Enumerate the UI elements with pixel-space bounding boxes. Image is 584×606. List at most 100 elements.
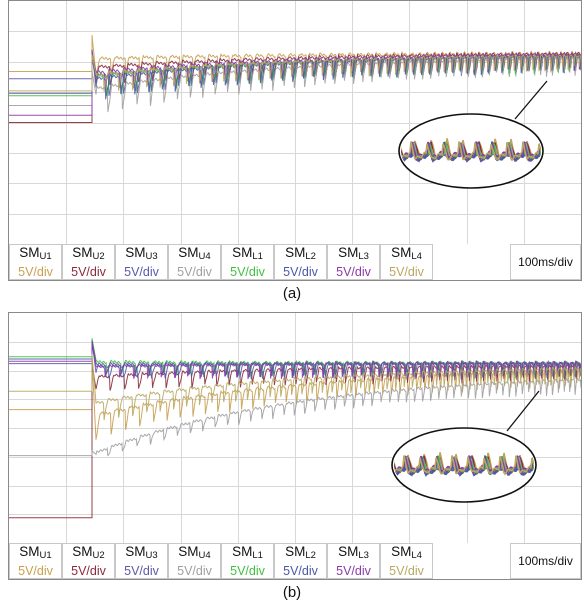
channel-name-subscript: L4 [411, 250, 422, 262]
figure-caption-b: (b) [282, 584, 302, 601]
channel-name-main: SM [19, 244, 40, 260]
channel-name: SMU1 [19, 544, 51, 564]
zoom-trace [401, 141, 541, 162]
legend-cell: SMU3 5V/div [115, 244, 168, 280]
channel-name-subscript: U3 [145, 250, 158, 262]
channel-name: SML3 [338, 544, 369, 564]
channel-name-subscript: L2 [305, 250, 316, 262]
channel-name-main: SM [338, 543, 359, 559]
channel-name: SMU2 [72, 544, 104, 564]
zoom-pointer-line [506, 390, 540, 432]
channel-scale: 5V/div [124, 264, 159, 279]
channel-name-main: SM [72, 543, 93, 559]
channel-name-subscript: U2 [92, 250, 105, 262]
legend-cell: SML3 5V/div [327, 543, 380, 579]
legend-cell: SMU2 5V/div [62, 543, 115, 579]
channel-scale: 5V/div [283, 264, 318, 279]
grid-b [9, 313, 581, 543]
zoom-trace [394, 455, 534, 476]
channel-name-subscript: L4 [411, 549, 422, 561]
channel-scale: 5V/div [230, 264, 265, 279]
timebase-label-a: 100ms/div [510, 244, 581, 280]
channel-name-subscript: U4 [198, 549, 211, 561]
trace-sm-l3 [9, 51, 581, 116]
channel-name-subscript: L2 [305, 549, 316, 561]
channel-name-main: SM [19, 543, 40, 559]
zoom-ellipse [391, 427, 537, 503]
legend-cell: SMU1 5V/div [9, 244, 62, 280]
legend-cell: SMU4 5V/div [168, 543, 221, 579]
channel-name-main: SM [391, 543, 412, 559]
channel-name-subscript: U1 [39, 549, 52, 561]
channel-name-subscript: L1 [252, 549, 263, 561]
trace-sm-l1 [9, 338, 581, 379]
channel-legend-b: SMU1 5V/div SMU2 5V/div SMU3 5V/div SMU4 5V/div… [9, 543, 433, 579]
channel-name: SML1 [232, 544, 263, 564]
channel-scale: 5V/div [71, 264, 106, 279]
timebase-label-b: 100ms/div [510, 543, 581, 579]
waveform-plot-b [9, 313, 581, 543]
channel-name: SMU4 [178, 544, 210, 564]
channel-name: SML4 [391, 544, 422, 564]
channel-name: SMU3 [125, 544, 157, 564]
channel-name-subscript: L3 [358, 250, 369, 262]
channel-scale: 5V/div [336, 563, 371, 578]
legend-cell: SML2 5V/div [274, 543, 327, 579]
channel-legend-a: SMU1 5V/div SMU2 5V/div SMU3 5V/div SMU4 5V/div… [9, 244, 433, 280]
legend-cell: SMU3 5V/div [115, 543, 168, 579]
channel-scale: 5V/div [336, 264, 371, 279]
channel-name: SMU3 [125, 245, 157, 265]
channel-name-main: SM [178, 244, 199, 260]
channel-name-main: SM [285, 244, 306, 260]
channel-name-subscript: L3 [358, 549, 369, 561]
oscilloscope-panel-a: SMU1 5V/div SMU2 5V/div SMU3 5V/div SMU4 5V/div… [8, 0, 582, 281]
channel-scale: 5V/div [389, 563, 424, 578]
zoom-ellipse [398, 113, 544, 189]
channel-name-main: SM [72, 244, 93, 260]
channel-scale: 5V/div [18, 563, 53, 578]
channel-name-main: SM [338, 244, 359, 260]
channel-name-subscript: U4 [198, 250, 211, 262]
trace-sm-u4 [9, 377, 581, 457]
legend-cell: SML4 5V/div [380, 244, 433, 280]
channel-scale: 5V/div [283, 563, 318, 578]
channel-scale: 5V/div [177, 563, 212, 578]
legend-cell: SMU1 5V/div [9, 543, 62, 579]
channel-name-main: SM [178, 543, 199, 559]
legend-cell: SMU4 5V/div [168, 244, 221, 280]
legend-cell: SMU2 5V/div [62, 244, 115, 280]
channel-name: SML4 [391, 245, 422, 265]
channel-scale: 5V/div [177, 264, 212, 279]
channel-name-main: SM [285, 543, 306, 559]
channel-name-main: SM [391, 244, 412, 260]
channel-scale: 5V/div [124, 563, 159, 578]
channel-scale: 5V/div [389, 264, 424, 279]
channel-name-main: SM [232, 244, 253, 260]
channel-name: SMU2 [72, 245, 104, 265]
channel-scale: 5V/div [71, 563, 106, 578]
channel-name-subscript: L1 [252, 250, 263, 262]
channel-name-subscript: U3 [145, 549, 158, 561]
legend-cell: SML2 5V/div [274, 244, 327, 280]
zoomed-waveforms [401, 138, 541, 163]
zoomed-waveforms [394, 452, 534, 477]
figure-caption-a: (a) [282, 285, 302, 302]
channel-name: SML3 [338, 245, 369, 265]
legend-cell: SML1 5V/div [221, 543, 274, 579]
channel-name: SMU1 [19, 245, 51, 265]
waveform-plot-a [9, 1, 581, 244]
channel-name-subscript: U1 [39, 250, 52, 262]
channel-name-main: SM [125, 543, 146, 559]
channel-name-main: SM [232, 543, 253, 559]
legend-cell: SML3 5V/div [327, 244, 380, 280]
trace-sm-l3 [9, 342, 581, 380]
channel-scale: 5V/div [18, 264, 53, 279]
channel-name: SML2 [285, 544, 316, 564]
channel-name-main: SM [125, 244, 146, 260]
channel-name: SML1 [232, 245, 263, 265]
trace-sm-l4 [9, 354, 581, 421]
trace-sm-l4 [9, 52, 581, 92]
zoom-pointer-line [514, 80, 548, 120]
channel-name: SML2 [285, 245, 316, 265]
channel-name-subscript: U2 [92, 549, 105, 561]
